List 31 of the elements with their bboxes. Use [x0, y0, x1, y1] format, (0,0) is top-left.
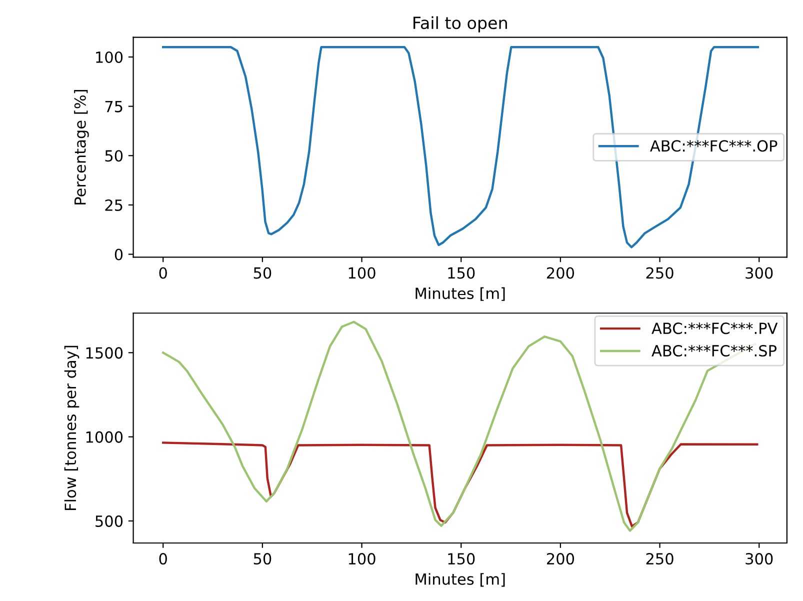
y-axis-title: Flow [tonnes per day] — [64, 346, 80, 510]
x-tick-label: 200 — [546, 552, 574, 565]
x-tick-label: 250 — [646, 267, 674, 279]
x-tick-label: 150 — [448, 552, 475, 565]
line-series — [162, 442, 758, 528]
x-tick-label: 100 — [348, 552, 376, 565]
y-tick-label: 1500 — [86, 347, 123, 359]
y-tick-label: 75 — [105, 100, 122, 112]
x-tick-label: 50 — [254, 267, 272, 279]
x-tick-label: 50 — [254, 552, 272, 565]
x-tick-label: 300 — [746, 267, 773, 279]
legend-label: ABC:***FC***.PV — [652, 322, 778, 334]
x-tick-label: 0 — [159, 552, 167, 565]
legend-label: ABC:***FC***.OP — [650, 140, 778, 152]
y-axis-title: Percentage [%] — [74, 90, 89, 204]
x-tick-label: 250 — [646, 552, 674, 565]
x-tick-label: 150 — [448, 267, 475, 279]
x-tick-label: 0 — [159, 267, 167, 279]
x-axis-title: Minutes [m] — [416, 287, 505, 301]
y-tick-label: 500 — [96, 515, 123, 527]
x-axis-title: Minutes [m] — [416, 573, 505, 587]
x-tick-label: 200 — [546, 267, 574, 279]
y-tick-label: 25 — [105, 199, 122, 211]
y-tick-label: 100 — [96, 51, 123, 64]
y-tick-label: 1000 — [86, 431, 123, 443]
y-tick-label: 0 — [114, 248, 123, 260]
x-tick-label: 300 — [746, 552, 773, 565]
x-tick-label: 100 — [348, 267, 376, 279]
y-tick-label: 50 — [105, 150, 123, 162]
legend-label: ABC:***FC***.SP — [652, 344, 776, 357]
chart-title: Fail to open — [414, 16, 507, 32]
